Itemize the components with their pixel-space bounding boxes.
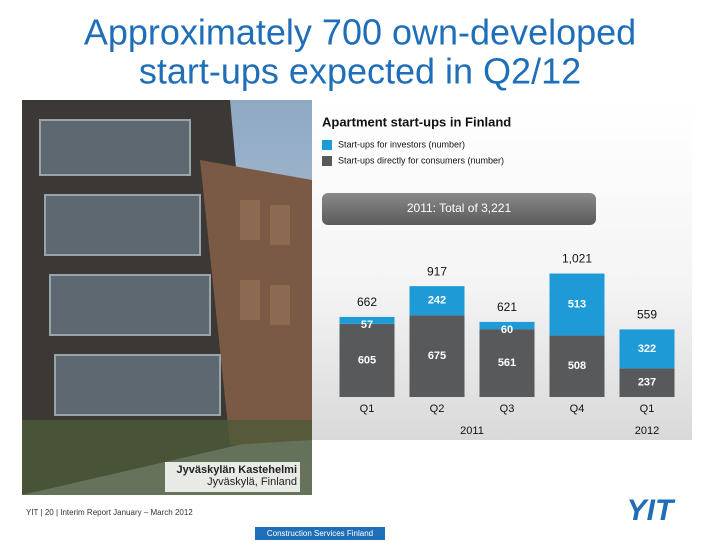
division-bar: [255, 527, 385, 540]
chart-title: Apartment start-ups in Finland: [322, 114, 511, 129]
total-label: 662: [357, 295, 377, 309]
x-tick-label: Q1: [640, 403, 655, 415]
data-label: 57: [361, 319, 373, 331]
footer: YIT | 20 | Interim Report January – Marc…: [26, 508, 193, 517]
annotation: 2011: Total of 3,221: [407, 201, 512, 215]
bar-segment: [619, 368, 675, 397]
group-label: 2011: [460, 425, 484, 437]
data-label: 60: [501, 324, 513, 336]
bar-segment: [479, 321, 535, 330]
legend-swatch: [322, 156, 332, 166]
total-label: 559: [637, 308, 657, 322]
bar-segment: [409, 286, 465, 316]
data-label: 322: [638, 343, 656, 355]
bar-segment: [339, 316, 395, 324]
photo-caption: Jyväskylän Kastehelmi: [177, 464, 297, 476]
x-tick-label: Q2: [430, 403, 445, 415]
data-label: 675: [428, 350, 446, 362]
annotation-box: [322, 193, 596, 225]
legend-label: Start-ups directly for consumers (number…: [338, 155, 504, 165]
data-label: 237: [638, 377, 656, 389]
bar-segment: [479, 329, 535, 397]
logo: YIT: [627, 494, 676, 527]
x-tick-label: Q4: [570, 403, 585, 415]
legend-label: Start-ups for investors (number): [338, 139, 465, 149]
slide-title: Approximately 700 own-developed: [84, 12, 636, 53]
bar-segment: [619, 329, 675, 369]
data-label: 605: [358, 354, 376, 366]
slide-title: start-ups expected in Q2/12: [139, 51, 581, 92]
group-label: 2012: [635, 425, 659, 437]
x-tick-label: Q3: [500, 403, 515, 415]
legend-swatch: [322, 140, 332, 150]
data-label: 561: [498, 357, 516, 369]
total-label: 621: [497, 300, 517, 314]
bar-segment: [409, 315, 465, 397]
x-tick-label: Q1: [360, 403, 375, 415]
photo: [22, 100, 312, 495]
bar-segment: [339, 323, 395, 397]
data-label: 508: [568, 360, 586, 372]
division: Construction Services Finland: [267, 529, 373, 538]
data-label: 242: [428, 295, 446, 307]
total-label: 917: [427, 264, 447, 278]
photo-caption: Jyväskylä, Finland: [207, 476, 297, 488]
bar-segment: [549, 335, 605, 397]
data-label: 513: [568, 298, 586, 310]
total-label: 1,021: [562, 252, 592, 266]
bar-segment: [549, 273, 605, 336]
